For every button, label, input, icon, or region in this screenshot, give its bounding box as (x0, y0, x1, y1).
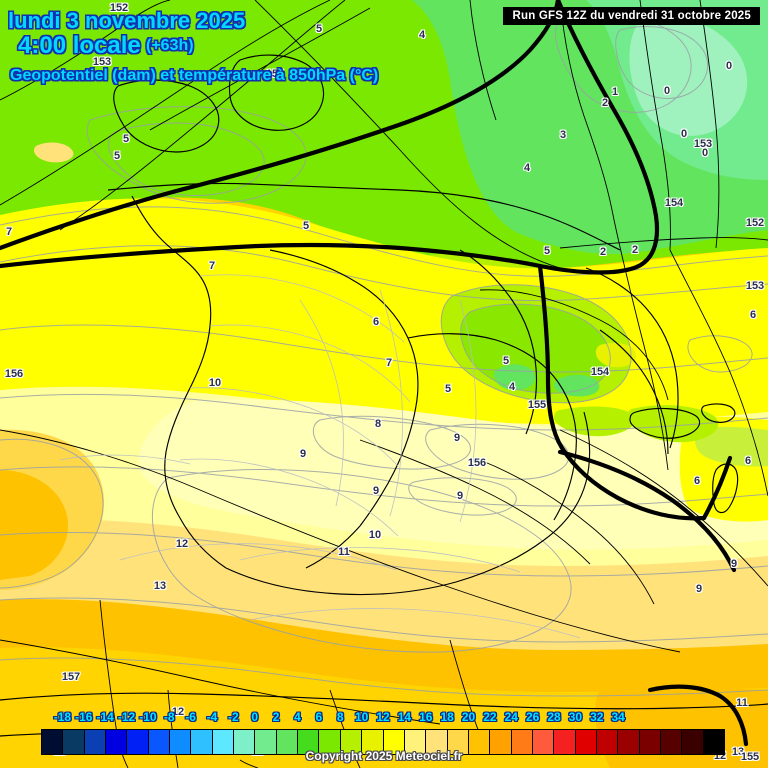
colorbar-swatch (447, 730, 469, 754)
colorbar-tick: 6 (315, 710, 323, 724)
forecast-time: 4:00 locale (18, 32, 141, 59)
colorbar-swatch (511, 730, 533, 754)
colorbar-tick: 22 (483, 710, 497, 724)
forecast-hour: (+63h) (146, 37, 194, 54)
colorbar-swatch (191, 730, 213, 754)
colorbar-tick: 2 (272, 710, 280, 724)
colorbar-tick: 18 (440, 710, 454, 724)
colorbar[interactable] (41, 729, 725, 755)
colorbar-swatch (426, 730, 448, 754)
colorbar-tick: 24 (504, 710, 518, 724)
colorbar-swatch (618, 730, 640, 754)
left-warm-core (0, 470, 69, 580)
colorbar-tick: 10 (354, 710, 369, 724)
colorbar-swatch (212, 730, 235, 754)
colorbar-swatch (319, 730, 341, 754)
colorbar-swatch (170, 730, 192, 754)
colorbar-swatch (639, 730, 661, 754)
colorbar-tick: 12 (376, 710, 390, 724)
colorbar-swatch (42, 730, 64, 754)
colorbar-swatch (127, 730, 149, 754)
island-green-a (627, 405, 719, 443)
colorbar-swatch (340, 730, 363, 754)
tiny-patch-nw (33, 142, 74, 163)
cool-lobe-core-b (553, 374, 600, 397)
colorbar-tick: 8 (336, 710, 344, 724)
colorbar-swatch (575, 730, 597, 754)
copyright-notice: Copyright 2025 Meteociel.fr (305, 749, 463, 763)
colorbar-tick: -12 (117, 710, 136, 724)
colorbar-swatch (490, 730, 512, 754)
admin-borders (59, 274, 581, 639)
parameter-title: Geopotentiel (dam) et température à 850h… (10, 67, 379, 84)
island-yellow-c (595, 342, 637, 368)
band-0c-patch (629, 16, 748, 136)
colorbar-tick: 20 (461, 710, 476, 724)
colorbar-tick: -18 (53, 710, 72, 724)
colorbar-swatch (660, 730, 683, 754)
temperature-isolines (0, 13, 768, 697)
colorbar-swatch (276, 730, 299, 754)
colorbar-tick: -8 (163, 710, 175, 724)
thick-geopotential-contour-south (557, 449, 749, 747)
colorbar-swatch (84, 730, 107, 754)
colorbar-swatch (362, 730, 384, 754)
colorbar-tick: 0 (251, 710, 259, 724)
colorbar-swatch (298, 730, 320, 754)
model-run-banner: Run GFS 12Z du vendredi 31 octobre 2025 (503, 7, 760, 25)
colorbar-swatch (468, 730, 491, 754)
colorbar-swatch (596, 730, 619, 754)
colorbar-swatch (532, 730, 555, 754)
colorbar-tick: 4 (294, 710, 301, 724)
forecast-date: lundi 3 novembre 2025 (8, 8, 246, 33)
colorbar-swatch (404, 730, 427, 754)
colorbar-tick: 32 (590, 710, 604, 724)
colorbar-swatch (554, 730, 576, 754)
colorbar-tick: 30 (568, 710, 583, 724)
colorbar-swatch (63, 730, 85, 754)
colorbar-tick: -2 (228, 710, 239, 724)
colorbar-tick: -4 (206, 710, 218, 724)
colorbar-swatch (234, 730, 256, 754)
band-9c-core (138, 399, 768, 550)
colorbar-tick: 16 (419, 710, 433, 724)
colorbar-swatch (383, 730, 405, 754)
thick-geopotential-contour (0, 0, 733, 521)
colorbar-swatch (106, 730, 128, 754)
colorbar-tick: 28 (547, 710, 561, 724)
colorbar-tick: -14 (96, 710, 114, 724)
colorbar-tick: -16 (75, 710, 93, 724)
colorbar-tick: -10 (139, 710, 157, 724)
colorbar-tick-labels: -18 -16 -14 -12 -10 -8 -6 -4 -2 0 2 4 6 8 10 12 14 16 18 20… (41, 710, 725, 726)
right-green-patch (695, 426, 768, 467)
colorbar-swatch (148, 730, 171, 754)
colorbar-tick: 34 (611, 710, 625, 724)
colorbar-tick: 26 (525, 710, 540, 724)
colorbar-swatch (703, 730, 724, 754)
colorbar-swatch (682, 730, 704, 754)
colorbar-tick: 14 (397, 710, 412, 724)
colorbar-tick: -6 (185, 710, 196, 724)
colorbar-swatch (255, 730, 277, 754)
